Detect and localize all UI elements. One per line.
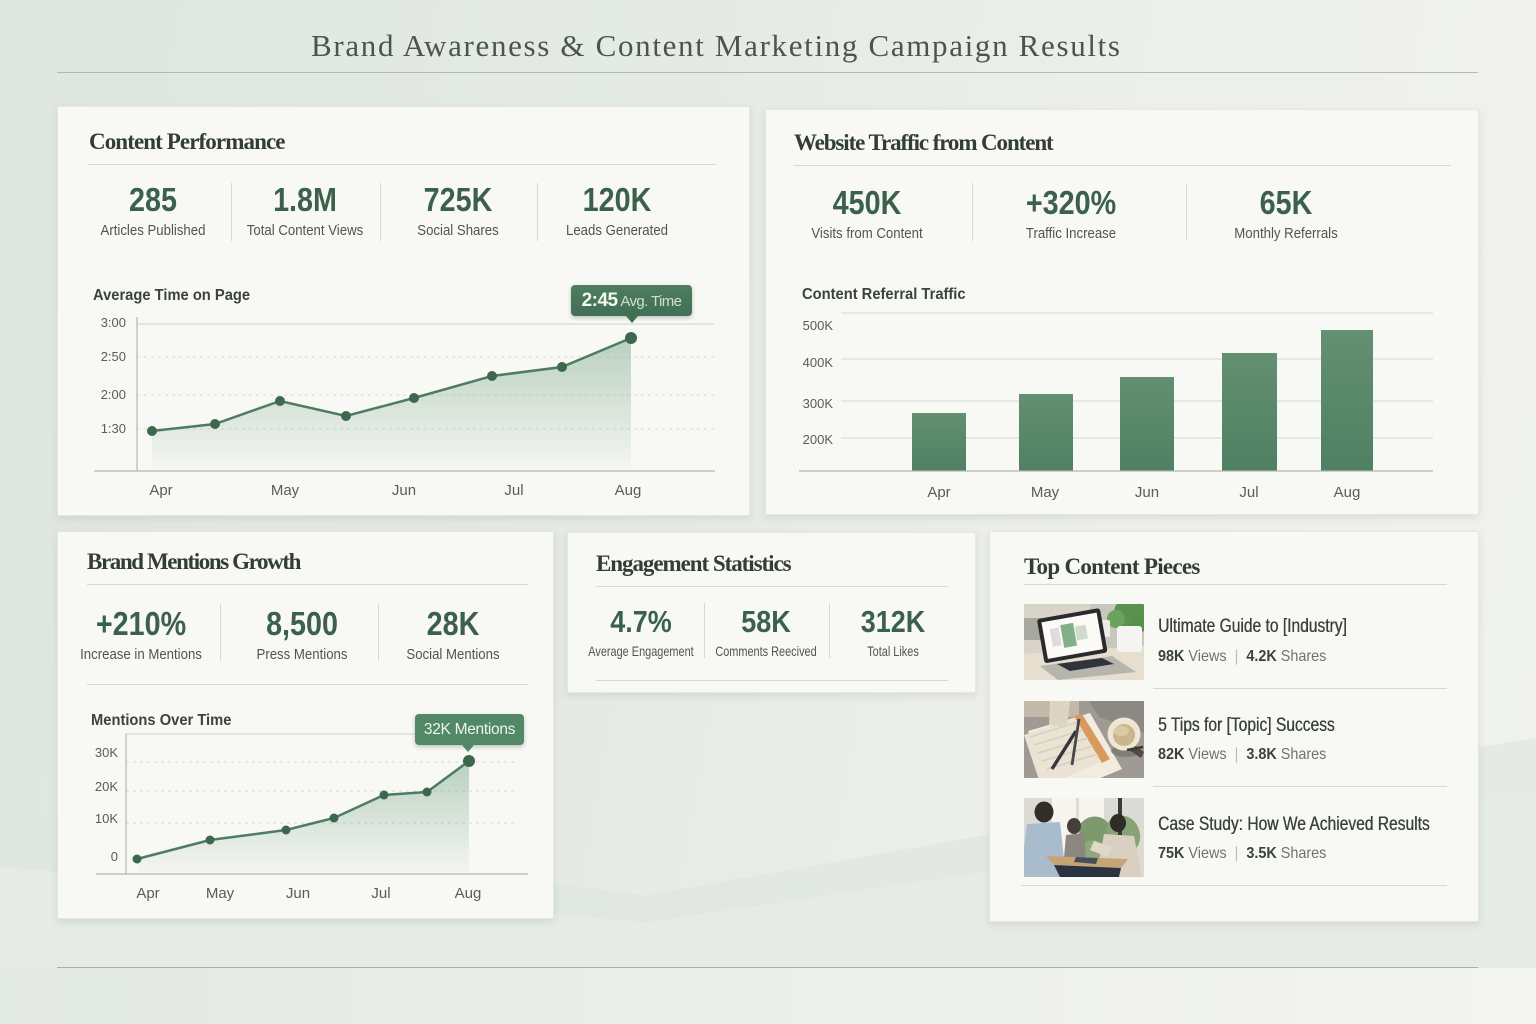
svg-text:30K: 30K — [95, 745, 118, 760]
svg-text:1:30: 1:30 — [101, 421, 126, 436]
svg-text:May: May — [271, 482, 300, 499]
svg-text:200K: 200K — [803, 432, 834, 447]
svg-text:400K: 400K — [803, 355, 834, 370]
svg-text:Aug: Aug — [1334, 484, 1361, 501]
svg-text:20K: 20K — [95, 779, 118, 794]
svg-text:0: 0 — [111, 849, 118, 864]
svg-text:2:00: 2:00 — [101, 387, 126, 402]
svg-text:Jul: Jul — [504, 482, 523, 499]
svg-text:Jul: Jul — [371, 885, 390, 902]
svg-text:10K: 10K — [95, 811, 118, 826]
svg-text:Apr: Apr — [927, 484, 950, 501]
svg-text:3:00: 3:00 — [101, 315, 126, 330]
svg-text:Jul: Jul — [1239, 484, 1258, 501]
svg-text:Apr: Apr — [136, 885, 159, 902]
svg-text:May: May — [206, 885, 235, 902]
svg-text:300K: 300K — [803, 396, 834, 411]
svg-text:Jun: Jun — [286, 885, 310, 902]
svg-text:Jun: Jun — [1135, 484, 1159, 501]
svg-text:Aug: Aug — [455, 885, 482, 902]
svg-text:2:50: 2:50 — [101, 349, 126, 364]
svg-text:500K: 500K — [803, 318, 834, 333]
svg-text:May: May — [1031, 484, 1060, 501]
svg-text:Aug: Aug — [615, 482, 642, 499]
svg-text:Apr: Apr — [149, 482, 172, 499]
svg-text:Jun: Jun — [392, 482, 416, 499]
